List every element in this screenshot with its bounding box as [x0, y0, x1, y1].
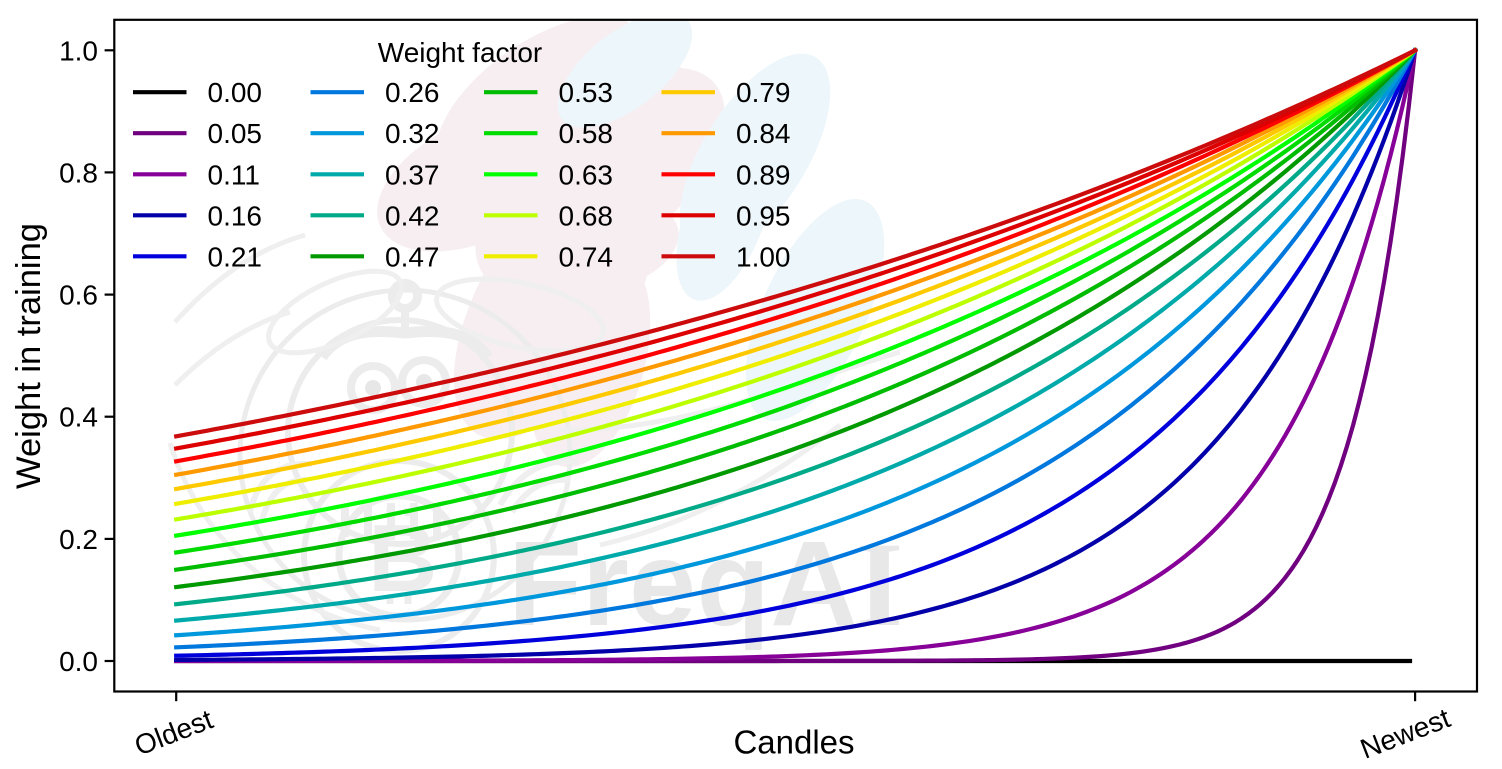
svg-text:0.37: 0.37: [385, 159, 440, 190]
svg-text:0.42: 0.42: [385, 200, 440, 231]
svg-text:0.16: 0.16: [208, 200, 263, 231]
svg-text:Candles: Candles: [733, 724, 854, 761]
svg-text:0.74: 0.74: [559, 241, 614, 272]
svg-text:0.84: 0.84: [736, 118, 791, 149]
svg-text:0.8: 0.8: [59, 157, 98, 188]
svg-text:0.00: 0.00: [208, 77, 263, 108]
svg-text:FreqA: FreqA: [508, 515, 858, 651]
svg-text:1.0: 1.0: [59, 35, 98, 66]
svg-text:0.95: 0.95: [736, 200, 791, 231]
svg-text:0.6: 0.6: [59, 280, 98, 311]
svg-text:0.68: 0.68: [559, 200, 614, 231]
svg-text:0.63: 0.63: [559, 159, 614, 190]
svg-text:0.58: 0.58: [559, 118, 614, 149]
svg-text:0.26: 0.26: [385, 77, 440, 108]
svg-text:Weight factor: Weight factor: [378, 37, 542, 68]
svg-text:0.32: 0.32: [385, 118, 440, 149]
svg-text:0.79: 0.79: [736, 77, 791, 108]
svg-text:0.89: 0.89: [736, 159, 791, 190]
svg-text:I: I: [856, 518, 903, 652]
svg-text:1.00: 1.00: [736, 241, 791, 272]
svg-text:0.4: 0.4: [59, 402, 98, 433]
svg-text:0.05: 0.05: [208, 118, 263, 149]
svg-text:0.11: 0.11: [208, 159, 260, 190]
svg-text:0.2: 0.2: [59, 524, 98, 555]
svg-text:0.21: 0.21: [208, 241, 263, 272]
svg-text:0.53: 0.53: [559, 77, 614, 108]
svg-text:0.47: 0.47: [385, 241, 440, 272]
svg-text:0.0: 0.0: [59, 646, 98, 677]
svg-text:Weight in training: Weight in training: [10, 223, 48, 489]
